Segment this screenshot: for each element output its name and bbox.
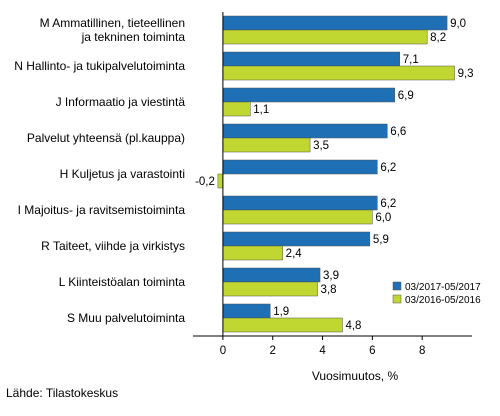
bar-series-2-item-3 bbox=[222, 101, 251, 117]
bar-value-label: 5,9 bbox=[373, 234, 389, 246]
category-label: S Muu palvelutoiminta bbox=[67, 311, 185, 325]
x-ticks-group: 0 2 4 6 8 bbox=[220, 336, 425, 357]
category-label: N Hallinto- ja tukipalvelutoiminta bbox=[14, 59, 185, 73]
bar-series-1-item-6 bbox=[222, 195, 378, 211]
category-label: I Majoitus- ja ravitsemistoiminta bbox=[18, 203, 186, 217]
legend-swatch-2 bbox=[392, 294, 402, 304]
legend-label-2: 03/2016-05/2016 bbox=[405, 295, 481, 306]
bar-value-label: 3,5 bbox=[313, 140, 329, 152]
bar-series-2-item-1 bbox=[222, 29, 428, 45]
x-tick-label: 6 bbox=[369, 345, 375, 357]
bar-value-label: 6,9 bbox=[398, 90, 414, 102]
bar-series-1-item-4 bbox=[222, 123, 388, 139]
bar-value-label: 9,0 bbox=[450, 18, 466, 30]
bar-value-label: 9,3 bbox=[458, 68, 474, 80]
bar-value-label: 3,8 bbox=[321, 284, 337, 296]
legend: 03/2017-05/2017 03/2016-05/2016 bbox=[392, 281, 481, 306]
legend-swatch-1 bbox=[392, 281, 402, 291]
bar-series-2-item-2 bbox=[222, 65, 455, 81]
bar-value-label: 6,0 bbox=[375, 212, 391, 224]
x-tick-label: 2 bbox=[270, 345, 276, 357]
category-label: H Kuljetus ja varastointi bbox=[60, 167, 185, 181]
bar-value-label: 2,4 bbox=[286, 248, 303, 260]
bar-series-1-item-5 bbox=[222, 159, 378, 175]
source-note: Lähde: Tilastokeskus bbox=[6, 386, 119, 400]
bar-series-2-item-7 bbox=[222, 245, 283, 261]
category-label: J Informaatio ja viestintä bbox=[56, 95, 186, 109]
bar-series-1-item-9 bbox=[222, 303, 271, 319]
bar-value-label: 6,2 bbox=[380, 162, 396, 174]
bar-value-label: 7,1 bbox=[403, 54, 419, 66]
bar-value-label: 3,9 bbox=[323, 270, 339, 282]
bar-series-1-item-8 bbox=[222, 267, 321, 283]
bar-value-label: 6,6 bbox=[390, 126, 406, 138]
bar-series-1-item-1 bbox=[222, 15, 448, 31]
legend-label-1: 03/2017-05/2017 bbox=[405, 282, 481, 293]
bar-labels-group: 9,0 8,2 7,1 9,3 6,9 1,1 6,6 3,5 6,2 -0,2 6,2 6,0 5,9… bbox=[195, 18, 473, 332]
bar-value-label: 6,2 bbox=[380, 198, 396, 210]
x-tick-label: 8 bbox=[419, 345, 425, 357]
bar-value-label: 4,8 bbox=[345, 320, 361, 332]
bars-group bbox=[217, 15, 455, 333]
category-label: Palvelut yhteensä (pl.kauppa) bbox=[27, 131, 185, 145]
category-label: R Taiteet, viihde ja virkistys bbox=[41, 239, 185, 253]
bar-series-2-item-8 bbox=[222, 281, 318, 297]
bar-value-label: -0,2 bbox=[195, 176, 215, 188]
bar-series-1-item-3 bbox=[222, 87, 396, 103]
bar-value-label: 1,1 bbox=[253, 104, 269, 116]
category-label: L Kiinteistöalan toiminta bbox=[59, 275, 186, 289]
x-tick-label: 0 bbox=[220, 345, 226, 357]
bar-series-2-item-6 bbox=[222, 209, 373, 225]
bar-series-1-item-2 bbox=[222, 51, 401, 67]
bar-series-1-item-7 bbox=[222, 231, 371, 247]
category-label: M Ammatillinen, tieteellinen bbox=[40, 16, 185, 30]
bar-series-2-item-9 bbox=[222, 317, 343, 333]
bar-series-2-item-5 bbox=[217, 173, 224, 189]
x-tick-label: 4 bbox=[319, 345, 326, 357]
bar-value-label: 8,2 bbox=[430, 32, 446, 44]
bar-value-label: 1,9 bbox=[273, 306, 289, 318]
x-axis-title: Vuosimuutos, % bbox=[312, 369, 399, 383]
category-label: ja tekninen toiminta bbox=[81, 30, 186, 44]
bar-series-2-item-4 bbox=[222, 137, 311, 153]
